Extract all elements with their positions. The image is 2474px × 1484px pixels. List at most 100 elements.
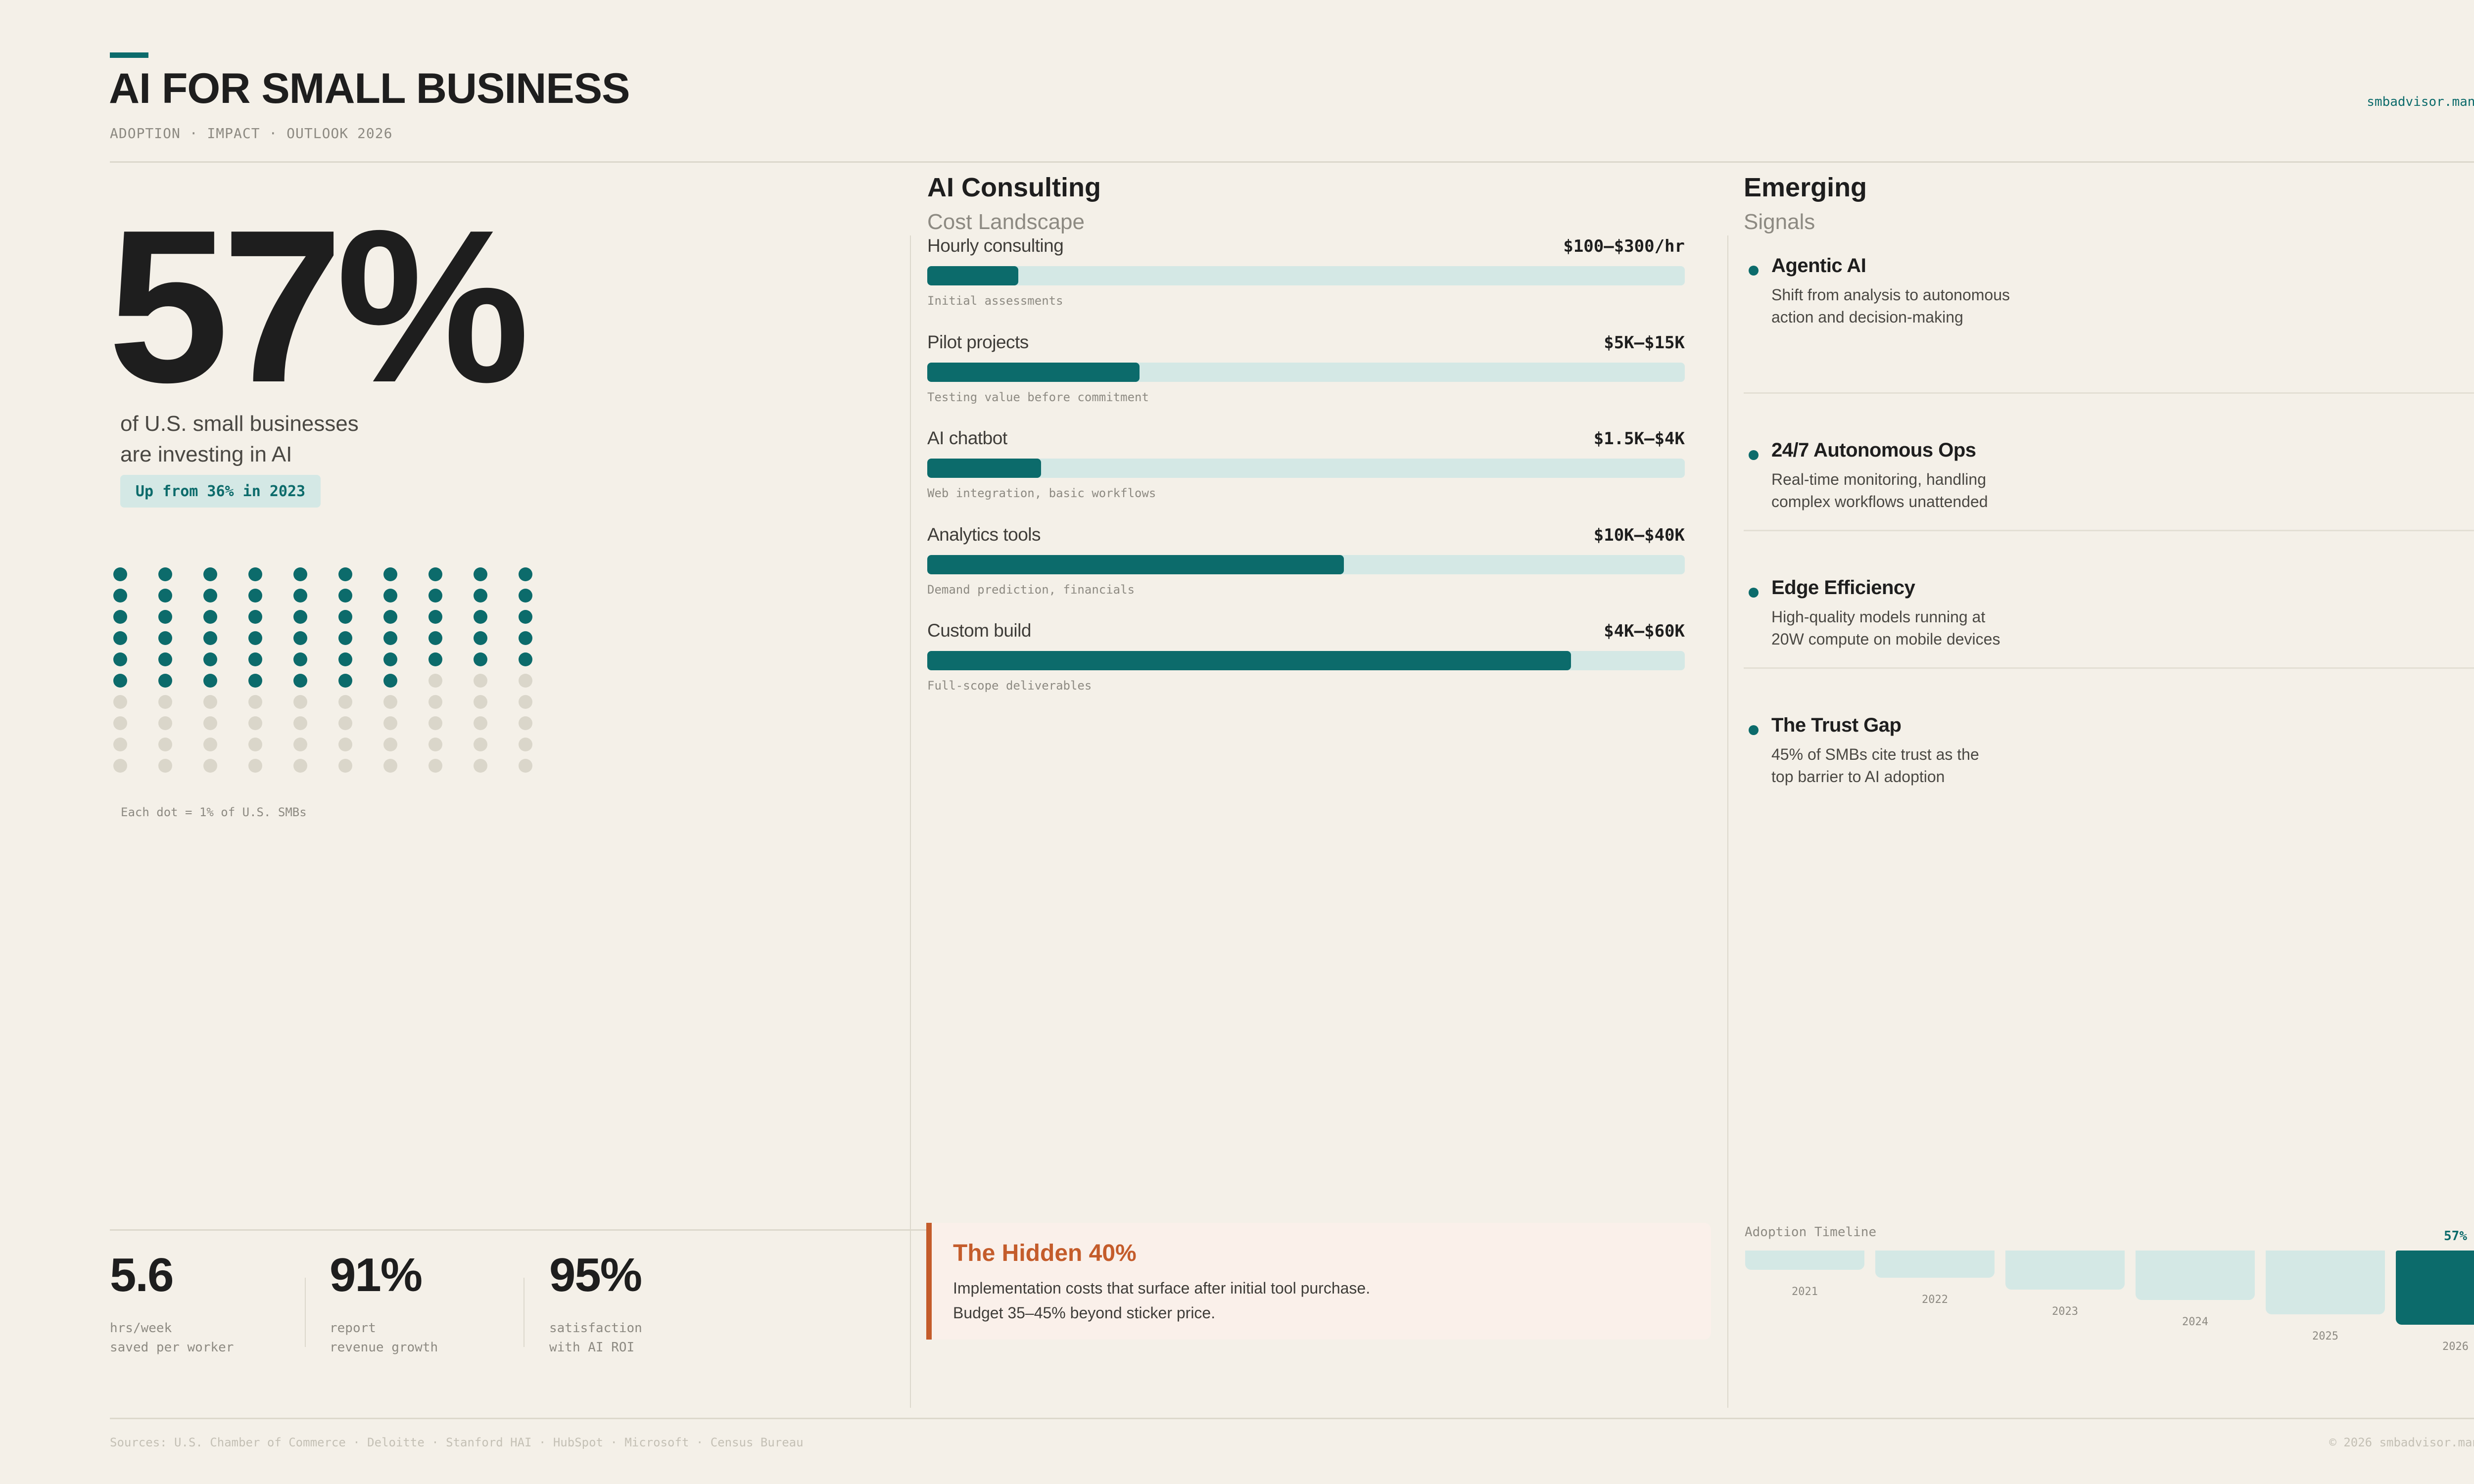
- dot-empty: [383, 716, 397, 730]
- dot-empty: [113, 716, 127, 730]
- dot-empty: [338, 716, 352, 730]
- page-subtitle: ADOPTION · IMPACT · OUTLOOK 2026: [110, 125, 393, 141]
- timeline-bar-2021: 2021: [1745, 1251, 1864, 1353]
- timeline-bar-2022: 2022: [1875, 1251, 1995, 1353]
- dot-filled: [293, 610, 307, 624]
- cost-bar-fill: [927, 266, 1018, 285]
- dot-empty: [338, 759, 352, 773]
- dot-filled: [519, 652, 532, 666]
- dot-empty: [293, 716, 307, 730]
- cost-item-chatbot: AI chatbot $1.5K–$4K Web integration, ba…: [927, 428, 1685, 524]
- dot-empty: [203, 759, 217, 773]
- timeline-bar: [2266, 1251, 2385, 1314]
- dot-filled: [203, 674, 217, 688]
- dot-empty: [293, 738, 307, 751]
- dot-filled: [293, 631, 307, 645]
- dot-empty: [113, 695, 127, 709]
- dot-filled: [113, 567, 127, 581]
- dot-empty: [428, 738, 442, 751]
- dot-filled: [383, 652, 397, 666]
- stat-hours-saved: 5.6 hrs/week saved per worker: [110, 1252, 298, 1357]
- site-link[interactable]: smbadvisor.management: [2367, 94, 2474, 109]
- dot-filled: [203, 589, 217, 603]
- cost-bar-track: [927, 555, 1685, 574]
- signal-trust-gap: The Trust Gap 45% of SMBs cite trust as …: [1744, 667, 2474, 805]
- dot-filled: [474, 610, 487, 624]
- dot-grid: [113, 567, 532, 773]
- dot-empty: [428, 695, 442, 709]
- hero-stat: 57%: [108, 185, 530, 428]
- signal-edge-efficiency: Edge Efficiency High-quality models runn…: [1744, 530, 2474, 667]
- stat-value: 95%: [549, 1249, 642, 1301]
- cost-bar-track: [927, 362, 1685, 382]
- cost-note: Initial assessments: [927, 294, 1063, 308]
- dot-filled: [158, 631, 172, 645]
- stat-label: report revenue growth: [330, 1321, 438, 1355]
- cost-bar-track: [927, 266, 1685, 285]
- dot-empty: [158, 759, 172, 773]
- dot-filled: [383, 610, 397, 624]
- cost-bar-fill: [927, 362, 1140, 382]
- dot-filled: [474, 652, 487, 666]
- timeline-bar: [1875, 1251, 1995, 1278]
- dot-empty: [158, 716, 172, 730]
- footer-divider: [110, 1418, 2474, 1419]
- cost-label: Analytics tools: [927, 524, 1041, 545]
- dot-empty: [519, 716, 532, 730]
- dot-filled: [293, 589, 307, 603]
- timeline-year: 2021: [1792, 1286, 1818, 1298]
- signal-description: Shift from analysis to autonomous action…: [1771, 286, 2010, 326]
- cost-note: Web integration, basic workflows: [927, 486, 1156, 500]
- dot-empty: [203, 695, 217, 709]
- cost-item-pilot: Pilot projects $5K–$15K Testing value be…: [927, 332, 1685, 428]
- cost-item-custom: Custom build $4K–$60K Full-scope deliver…: [927, 620, 1685, 717]
- dot-empty: [158, 695, 172, 709]
- dot-filled: [474, 589, 487, 603]
- dot-empty: [203, 716, 217, 730]
- bullet-dot-icon: [1749, 725, 1759, 735]
- callout-title: The Hidden 40%: [953, 1240, 1137, 1266]
- dot-filled: [338, 652, 352, 666]
- dot-filled: [338, 589, 352, 603]
- signal-title: Edge Efficiency: [1771, 577, 1915, 599]
- dot-empty: [248, 716, 262, 730]
- dot-empty: [383, 695, 397, 709]
- dot-filled: [158, 610, 172, 624]
- dot-filled: [203, 567, 217, 581]
- cost-note: Testing value before commitment: [927, 390, 1149, 404]
- dot-filled: [383, 589, 397, 603]
- dot-filled: [158, 652, 172, 666]
- stat-label: hrs/week saved per worker: [110, 1321, 234, 1355]
- bullet-dot-icon: [1749, 588, 1759, 598]
- stat-label: satisfaction with AI ROI: [549, 1321, 642, 1355]
- dot-filled: [248, 631, 262, 645]
- cost-bar-fill: [927, 459, 1041, 478]
- signal-agentic-ai: Agentic AI Shift from analysis to autono…: [1744, 255, 2474, 392]
- cost-label: Custom build: [927, 620, 1031, 641]
- cost-item-hourly: Hourly consulting $100–$300/hr Initial a…: [927, 235, 1685, 332]
- cost-bar-fill: [927, 651, 1571, 670]
- cost-list: Hourly consulting $100–$300/hr Initial a…: [927, 235, 1685, 717]
- dot-filled: [203, 652, 217, 666]
- timeline-bar-2023: 2023: [2005, 1251, 2125, 1353]
- dot-empty: [248, 759, 262, 773]
- dot-empty: [158, 738, 172, 751]
- dot-filled: [428, 589, 442, 603]
- signal-description: 45% of SMBs cite trust as the top barrie…: [1771, 745, 1979, 786]
- footer-copyright: © 2026 smbadvisor.management: [2329, 1436, 2474, 1449]
- stats-divider: [110, 1229, 931, 1231]
- timeline-label: Adoption Timeline: [1745, 1225, 1877, 1240]
- stat-value: 91%: [330, 1249, 423, 1301]
- cost-value: $100–$300/hr: [1563, 236, 1685, 256]
- dot-filled: [519, 567, 532, 581]
- cost-value: $10K–$40K: [1593, 525, 1685, 545]
- dot-filled: [474, 631, 487, 645]
- column-divider: [1727, 235, 1728, 1408]
- dot-filled: [113, 674, 127, 688]
- dot-filled: [293, 567, 307, 581]
- dot-empty: [428, 674, 442, 688]
- cost-label: Pilot projects: [927, 331, 1029, 352]
- trend-badge: Up from 36% in 2023: [120, 475, 321, 508]
- stat-separator: [523, 1278, 524, 1347]
- dot-filled: [113, 652, 127, 666]
